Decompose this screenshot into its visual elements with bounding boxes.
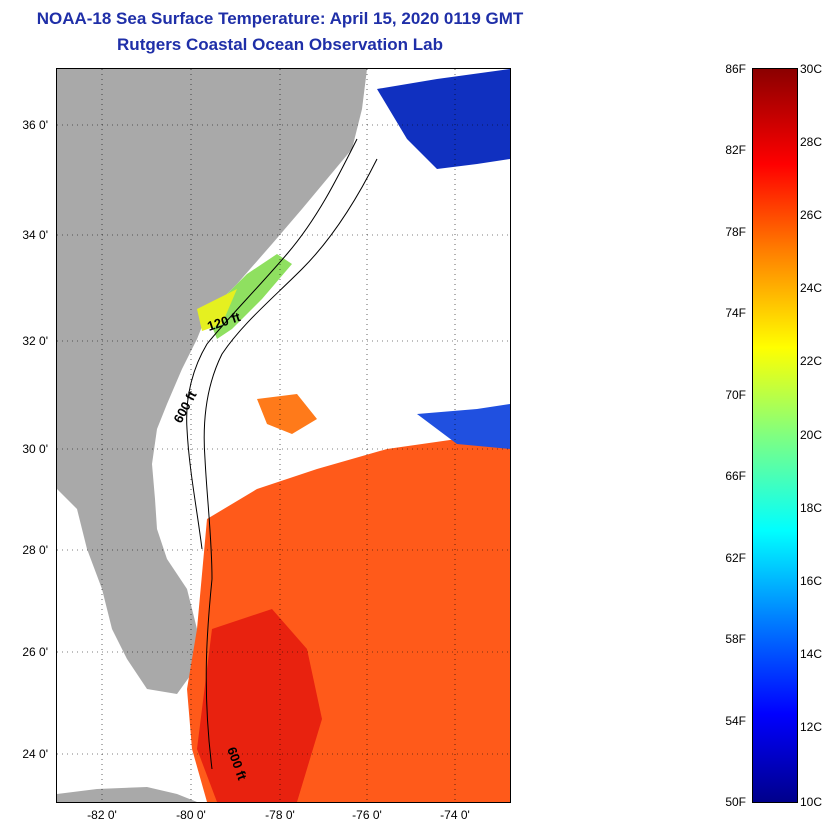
colorbar-f-66: 66F [725, 469, 746, 483]
lon-label-76: -76 0' [352, 808, 382, 822]
colorbar-c-14: 14C [800, 647, 823, 661]
colorbar-c-22: 22C [800, 354, 823, 368]
colorbar-f-74: 74F [725, 306, 746, 320]
map-subtitle: Rutgers Coastal Ocean Observation Lab [117, 35, 443, 54]
lat-label-36: 36 0' [22, 118, 48, 132]
lon-label-82: -82 0' [87, 808, 117, 822]
sst-warm-patch-north [257, 394, 317, 434]
contour-600ft [203, 158, 378, 770]
colorbar-f-86: 86F [725, 62, 746, 76]
lat-label-26: 26 0' [22, 645, 48, 659]
colorbar-c-24: 24C [800, 281, 823, 295]
contour-120ft [186, 138, 358, 550]
colorbar-c-30: 30C [800, 62, 823, 76]
map-title: NOAA-18 Sea Surface Temperature: April 1… [36, 9, 524, 28]
colorbar-f-50: 50F [725, 795, 746, 809]
colorbar-c-28: 28C [800, 135, 823, 149]
colorbar-c-26: 26C [800, 208, 823, 222]
sst-yellow-band [197, 289, 237, 331]
colorbar-c-10: 10C [800, 795, 823, 809]
sst-map: 120 ft 600 ft 600 ft [56, 68, 511, 803]
colorbar-f-82: 82F [725, 143, 746, 157]
colorbar-f-58: 58F [725, 632, 746, 646]
contour-label-600-north: 600 ft [170, 388, 200, 426]
colorbar-c-12: 12C [800, 720, 823, 734]
map-canvas: 120 ft 600 ft 600 ft [57, 69, 510, 802]
lon-label-74: -74 0' [440, 808, 470, 822]
colorbar-c-20: 20C [800, 428, 823, 442]
land-cuba [57, 787, 197, 802]
lat-label-24: 24 0' [22, 747, 48, 761]
lat-label-32: 32 0' [22, 334, 48, 348]
sst-cool-patch [417, 404, 510, 449]
colorbar-f-54: 54F [725, 714, 746, 728]
lat-label-28: 28 0' [22, 543, 48, 557]
graticule [57, 69, 510, 802]
sst-cool-north [377, 69, 510, 169]
temperature-colorbar [752, 68, 798, 803]
colorbar-f-70: 70F [725, 388, 746, 402]
lat-label-30: 30 0' [22, 442, 48, 456]
lat-label-34: 34 0' [22, 228, 48, 242]
lon-label-78: -78 0' [265, 808, 295, 822]
colorbar-c-18: 18C [800, 501, 823, 515]
colorbar-f-62: 62F [725, 551, 746, 565]
land-us-coast [57, 69, 367, 694]
sst-hot-region [197, 609, 322, 802]
colorbar-f-78: 78F [725, 225, 746, 239]
lon-label-80: -80 0' [176, 808, 206, 822]
colorbar-c-16: 16C [800, 574, 823, 588]
